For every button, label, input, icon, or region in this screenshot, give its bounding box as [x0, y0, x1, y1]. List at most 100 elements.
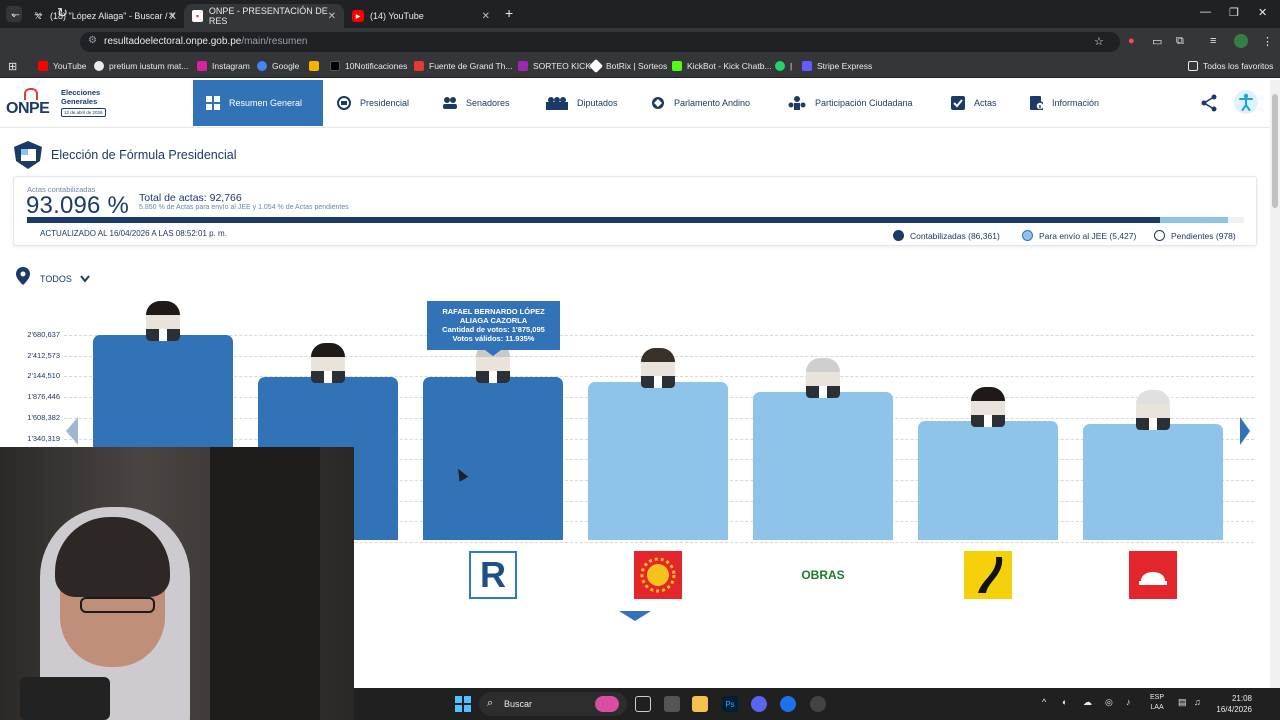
webcam-hair [55, 517, 170, 597]
new-tab-button[interactable]: + [505, 5, 514, 21]
chart-prev-arrow[interactable] [66, 417, 78, 445]
bookmark-stripe[interactable]: Stripe Express [802, 61, 872, 71]
bookmark-pretium[interactable]: pretium iustum mat... [94, 61, 188, 71]
extensions-puzzle-icon[interactable]: ⧉ [1176, 35, 1184, 47]
reload-icon[interactable]: ↻ [57, 5, 68, 20]
profile-avatar[interactable] [1234, 34, 1248, 48]
candidate-photo [641, 348, 675, 389]
share-icon[interactable] [1200, 94, 1218, 117]
page-scrollbar[interactable] [1270, 80, 1280, 688]
apps-grid-icon[interactable]: ⊞ [8, 61, 18, 73]
candidate-bar[interactable] [1083, 423, 1223, 540]
chrome-icon[interactable] [780, 696, 796, 712]
menu-dots-icon[interactable]: ⋮ [1262, 36, 1273, 48]
windows-start-icon[interactable] [455, 696, 471, 712]
actas-subnote: 5.850 % de Actas para envío al JEE y 1.0… [139, 204, 349, 211]
language-indicator[interactable]: ESP LAA [1150, 694, 1165, 711]
tab-search-button[interactable]: ⌄ [6, 6, 22, 22]
deputies-icon [545, 96, 569, 110]
candidate-photo [146, 301, 180, 341]
close-icon[interactable]: ✕ [327, 10, 336, 22]
restore-icon[interactable]: ❐ [1229, 7, 1239, 19]
nav-senadores[interactable]: Senadores [442, 80, 510, 126]
taskbar-clock[interactable]: 21:08 16/4/2026 [1216, 694, 1252, 714]
bookmark-whatsapp[interactable]: | [775, 61, 792, 71]
nav-informacion[interactable]: Información [1028, 80, 1099, 126]
discord-icon[interactable] [751, 696, 767, 712]
accessibility-icon[interactable] [1234, 90, 1258, 114]
bookmarks-bar [0, 56, 1280, 78]
minimize-icon[interactable]: — [1200, 6, 1211, 18]
candidate-photo [311, 343, 345, 384]
forward-icon[interactable]: → [32, 5, 45, 20]
bookmark-botrix[interactable]: BotRix | Sorteos [588, 58, 667, 74]
all-bookmarks-folder[interactable]: Todos los favoritos [1188, 61, 1273, 71]
nav-resumen-general[interactable]: Resumen General [193, 80, 323, 126]
close-window-icon[interactable]: ✕ [1258, 7, 1268, 19]
extension-record-icon[interactable]: ● [1128, 35, 1135, 47]
tab-onpe[interactable]: ▪ ONPE - PRESENTACIÓN DE RES ✕ [184, 4, 344, 28]
microphone-icon[interactable]: ♪ [1126, 697, 1131, 707]
legend-contabilizadas: Contabilizadas (86,361) [893, 230, 1000, 241]
legend-dot [1154, 230, 1165, 241]
candidate-bar[interactable] [918, 421, 1058, 540]
close-icon[interactable]: ✕ [481, 10, 490, 22]
bookmark-youtube[interactable]: YouTube [38, 61, 86, 71]
nav-presidencial[interactable]: Presidencial [336, 80, 409, 126]
y-tick-label: 1'608,382 [27, 412, 60, 422]
tulips-widget-icon[interactable] [595, 696, 619, 712]
nav-diputados[interactable]: Diputados [545, 80, 618, 126]
candidate-bar[interactable] [753, 392, 893, 540]
tab-x-search[interactable]: 𝕏 (18) "López Aliaga" - Buscar / X ✕ [24, 4, 184, 28]
andean-parliament-icon [650, 96, 666, 110]
bookmark-kickbot[interactable]: KickBot - Kick Chatb... [672, 61, 772, 71]
bookmark-google[interactable]: Google [257, 61, 299, 71]
tab-youtube[interactable]: ▶ (14) YouTube ✕ [344, 4, 498, 28]
webcam-overlay [0, 447, 354, 720]
x-logo-icon [330, 61, 340, 71]
bookmark-unnamed[interactable] [309, 61, 324, 71]
onpe-logo[interactable]: ONPE [6, 100, 50, 117]
nav-label: Diputados [577, 98, 618, 108]
site-info-icon[interactable]: ⚙ [88, 35, 97, 46]
reading-list-icon[interactable]: ≡ [1210, 35, 1217, 47]
tray-overflow-icon[interactable]: ^ [1042, 697, 1047, 707]
results-bar-chart: 2'680,637 2'412,573 2'144,510 1'876,446 1'60… [0, 290, 1270, 620]
gridline [64, 335, 1254, 336]
kick-icon [518, 61, 528, 71]
y-tick-label: 2'412,573 [27, 350, 60, 360]
scroll-down-caret[interactable] [619, 611, 651, 621]
bookmark-instagram[interactable]: Instagram [197, 61, 250, 71]
candidate-bar[interactable] [423, 377, 563, 540]
nav-actas[interactable]: Actas [950, 80, 997, 126]
bookmark-gta-source[interactable]: Fuente de Grand Th... [414, 61, 512, 71]
volume-icon[interactable]: ♫ [1194, 697, 1201, 707]
chart-next-arrow[interactable] [1240, 417, 1250, 445]
kickbot-icon [672, 61, 682, 71]
photoshop-icon[interactable]: Ps [722, 696, 738, 712]
party-logo-obras: OBRAS [801, 568, 845, 582]
file-explorer-icon[interactable] [692, 696, 708, 712]
back-icon[interactable]: ← [9, 5, 22, 20]
tray-security-icon[interactable]: ◎ [1105, 697, 1113, 707]
bookmark-star-icon[interactable]: ☆ [1094, 36, 1104, 48]
extension-icon[interactable]: ▭ [1152, 36, 1163, 48]
network-icon[interactable]: ▤ [1178, 697, 1187, 707]
bookmark-10notificaciones[interactable]: 10Notificaciones [330, 61, 407, 71]
tray-app-icon[interactable]: ◐ [1062, 697, 1068, 707]
tray-cloud-icon[interactable]: ☁ [1083, 697, 1092, 707]
address-bar[interactable] [80, 32, 1120, 52]
region-filter[interactable]: TODOS [16, 267, 90, 290]
nav-parlamento-andino[interactable]: Parlamento Andino [650, 80, 750, 126]
close-icon[interactable]: ✕ [167, 10, 176, 22]
file-app-icon[interactable] [664, 696, 680, 712]
senate-icon [442, 96, 458, 110]
scrollbar-thumb[interactable] [1272, 94, 1278, 208]
bookmark-sorteo-kick[interactable]: SORTEO KICK [518, 61, 591, 71]
candidate-bar[interactable] [588, 382, 728, 540]
progress-contabilizadas [27, 217, 1160, 223]
nav-participacion-ciudadana[interactable]: Participación Ciudadana [787, 80, 913, 126]
obs-icon[interactable] [810, 696, 826, 712]
tooltip-votes: Cantidad de votos: 1'875,095 [442, 325, 545, 334]
task-view-icon[interactable] [635, 696, 651, 712]
